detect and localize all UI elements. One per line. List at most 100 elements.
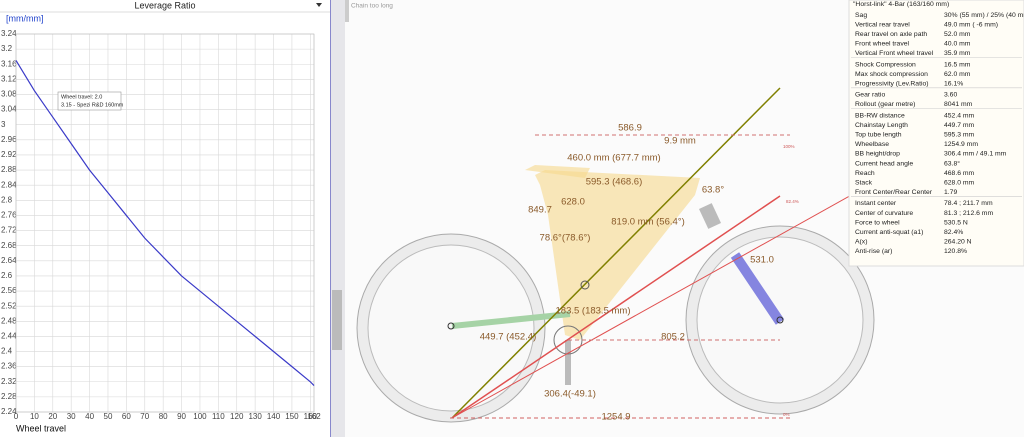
row-label: Current head angle xyxy=(855,160,913,167)
row-label: Instant center xyxy=(855,200,897,207)
row-label: Vertical Front wheel travel xyxy=(855,50,934,57)
dropdown-arrow[interactable] xyxy=(316,3,322,7)
dim-label: 628.0 xyxy=(561,197,585,208)
row-value: 595.3 mm xyxy=(944,131,975,138)
chart-title: Leverage Ratio xyxy=(134,0,195,10)
tooltip-text: Wheel travel: 2.0 xyxy=(61,94,102,100)
x-tick-label: 160 xyxy=(304,412,318,421)
chainstay xyxy=(451,311,571,329)
row-value: 1.79 xyxy=(944,189,957,196)
row-value: 1254.9 mm xyxy=(944,141,978,148)
x-tick-label: 162 xyxy=(307,412,321,421)
row-value: 49.0 mm ( -6 mm) xyxy=(944,21,998,28)
row-value: 16.1% xyxy=(944,80,963,87)
row-label: Force to wheel xyxy=(855,219,900,226)
rear-axle xyxy=(447,322,455,330)
y-tick-label: 2.4 xyxy=(1,347,13,356)
row-label: Max shock compression xyxy=(855,71,928,78)
rear-rim xyxy=(367,244,535,412)
pivot xyxy=(580,280,590,290)
row-value: 16.5 mm xyxy=(944,61,971,68)
dim-label: 183.5 (183.5 mm) xyxy=(556,306,631,317)
row-label: Front Center/Rear Center xyxy=(855,189,933,196)
row-label: Center of curvature xyxy=(855,210,913,217)
y-tick-label: 2.92 xyxy=(1,150,17,159)
row-value: 63.8° xyxy=(944,159,960,167)
y-tick-label: 2.68 xyxy=(1,241,17,250)
tooltip xyxy=(57,91,122,111)
y-tick-label: 3.04 xyxy=(1,105,17,114)
y-tick-label: 2.8 xyxy=(1,195,13,204)
toolbar[interactable] xyxy=(345,0,349,22)
x-tick-label: 80 xyxy=(159,412,168,421)
row-value: 452.4 mm xyxy=(944,112,975,119)
y-tick-label: 2.76 xyxy=(1,211,17,220)
row-value: 628.0 mm xyxy=(944,179,975,186)
dim-label: 849.7 xyxy=(528,205,552,216)
x-tick-label: 40 xyxy=(85,412,94,421)
x-tick-label: 0 xyxy=(14,412,19,421)
row-value: 264.20 N xyxy=(944,239,972,246)
x-tick-label: 10 xyxy=(30,412,39,421)
y-tick-label: 2.28 xyxy=(1,392,17,401)
y-tick-label: 2.56 xyxy=(1,286,17,295)
x-tick-label: 120 xyxy=(230,412,244,421)
y-tick-label: 3.08 xyxy=(1,90,17,99)
dim-label: 306.4(-49.1) xyxy=(544,389,596,400)
y-tick-label: 2.96 xyxy=(1,135,17,144)
force-line xyxy=(451,195,781,419)
percent-label: 0% xyxy=(783,412,790,417)
x-tick-label: 90 xyxy=(177,412,186,421)
row-value: 81.3 ; 212.6 mm xyxy=(944,210,993,217)
dim-label: 595.3 (468.6) xyxy=(586,177,643,188)
row-label: Anti-rise (ar) xyxy=(855,248,892,255)
front-axle xyxy=(776,316,784,324)
percent-label: 100% xyxy=(783,144,795,149)
dim-label: 78.6°(78.6°) xyxy=(540,233,591,244)
row-value: 468.6 mm xyxy=(944,170,975,177)
status-text: Chain too long xyxy=(351,3,393,10)
row-value: 40.0 mm xyxy=(944,41,971,48)
y-tick-label: 3 xyxy=(1,120,6,129)
frame xyxy=(535,170,700,340)
y-tick-label: 3.24 xyxy=(1,29,17,38)
dimension-labels: 586.9 9.9 mm 460.0 mm (677.7 mm) 595.3 (… xyxy=(480,123,799,423)
y-tick-label: 2.32 xyxy=(1,377,17,386)
x-tick-label: 50 xyxy=(104,412,113,421)
x-tick-label: 60 xyxy=(122,412,131,421)
y-tick-label: 2.24 xyxy=(1,407,17,416)
row-label: BB-RW distance xyxy=(855,112,905,119)
x-tick-label: 150 xyxy=(285,412,299,421)
row-label: Progressivity (Lev.Ratio) xyxy=(855,80,929,87)
y-tick-label: 2.72 xyxy=(1,226,17,235)
dim-label: 586.9 xyxy=(618,123,642,134)
y-tick-label: 3.12 xyxy=(1,74,17,83)
row-value: 530.5 N xyxy=(944,219,968,226)
dim-label: 1254.9 xyxy=(601,412,630,423)
x-axis-label: Wheel travel xyxy=(16,423,66,433)
table-title: "Horst-link" 4-Bar (163/160 mm) xyxy=(853,1,949,8)
row-label: Current anti-squat (a1) xyxy=(855,229,923,236)
y-tick-label: 2.88 xyxy=(1,165,17,174)
info-table xyxy=(848,0,1024,267)
row-label: Stack xyxy=(855,179,873,186)
x-tick-label: 20 xyxy=(48,412,57,421)
tooltip-text: 3.15 - Spezi R&D 160mm xyxy=(61,102,124,108)
row-value: 52.0 mm xyxy=(944,31,971,38)
scrollbar-thumb[interactable] xyxy=(332,290,342,350)
row-value: 8041 mm xyxy=(944,101,973,108)
y-tick-label: 3.2 xyxy=(1,44,13,53)
y-tick-label: 2.52 xyxy=(1,301,17,310)
row-value: 449.7 mm xyxy=(944,122,975,129)
row-value: 82.4% xyxy=(944,229,963,236)
dim-label: 449.7 (452.4) xyxy=(480,332,537,343)
row-value: 120.8% xyxy=(944,248,967,255)
row-label: A(x) xyxy=(855,239,867,246)
dim-label: 805.2 xyxy=(661,332,685,343)
dim-label: 63.8° xyxy=(702,185,724,196)
x-tick-label: 110 xyxy=(212,412,225,421)
plot-frame xyxy=(15,33,315,413)
y-tick-label: 2.48 xyxy=(1,316,17,325)
splitter[interactable] xyxy=(330,0,345,437)
